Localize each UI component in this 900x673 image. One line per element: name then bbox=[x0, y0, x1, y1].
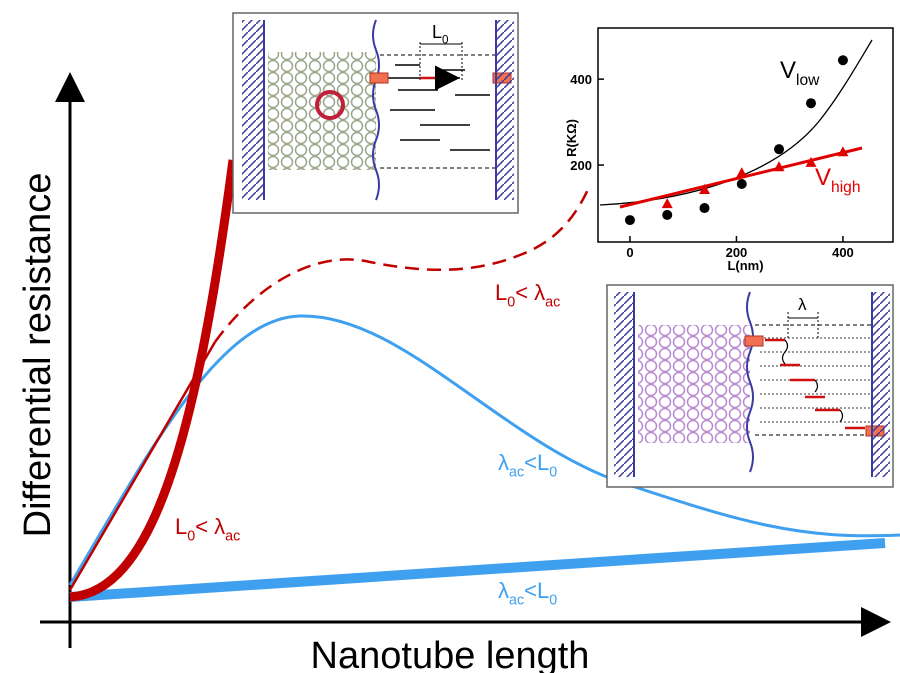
curve-red bbox=[68, 341, 217, 591]
curve-blue bbox=[68, 314, 900, 586]
text-part: L bbox=[432, 22, 442, 42]
point bbox=[805, 156, 817, 167]
subscript: 0 bbox=[549, 465, 557, 481]
curve-red-dashed bbox=[213, 184, 592, 343]
x-tick-label: 200 bbox=[726, 245, 748, 260]
subscript: high bbox=[831, 179, 860, 196]
inset-nanotube-phonon: λ bbox=[606, 284, 894, 488]
subscript: ac bbox=[509, 465, 524, 481]
curve-label: L0< λac bbox=[175, 514, 240, 545]
curve-blue-thick bbox=[69, 538, 886, 602]
curve-red-thick bbox=[69, 159, 238, 602]
x-tick-label: 0 bbox=[626, 245, 633, 260]
text-part: < λ bbox=[195, 514, 225, 539]
curve-label: λac<L0 bbox=[498, 450, 557, 481]
point bbox=[837, 55, 848, 66]
point bbox=[624, 215, 635, 226]
text-part: λ bbox=[498, 578, 509, 603]
text-part: λ bbox=[498, 450, 509, 475]
inset-nanotube-defect: L0 bbox=[232, 12, 519, 214]
point bbox=[774, 144, 785, 155]
subscript: 0 bbox=[187, 529, 195, 545]
inset-label: L0 bbox=[432, 22, 449, 46]
x-tick-label: 400 bbox=[832, 245, 854, 260]
subscript: 0 bbox=[442, 33, 449, 46]
subscript: ac bbox=[545, 295, 560, 311]
inset-chart-frame bbox=[597, 27, 894, 243]
text-part: L bbox=[175, 514, 187, 539]
y-tick-label: 400 bbox=[570, 72, 592, 87]
text-part: < λ bbox=[515, 280, 545, 305]
point bbox=[736, 178, 747, 189]
point bbox=[698, 184, 710, 195]
text-part: V bbox=[780, 57, 796, 84]
inset-label: λ bbox=[798, 295, 807, 314]
y-axis-title: Differential resistance bbox=[17, 173, 59, 538]
subscript: low bbox=[796, 72, 820, 89]
text-part: <L bbox=[524, 578, 549, 603]
y-axis-title: R(KΩ) bbox=[564, 119, 579, 157]
text-part: <L bbox=[524, 450, 549, 475]
text-part: V bbox=[815, 164, 831, 191]
y-tick-label: 200 bbox=[570, 158, 592, 173]
point bbox=[773, 161, 785, 172]
curve-label: L0< λac bbox=[495, 280, 560, 311]
fit-low bbox=[599, 39, 873, 206]
fit-high bbox=[619, 146, 863, 209]
point bbox=[662, 209, 673, 220]
curve-label: λac<L0 bbox=[498, 578, 557, 609]
legend-label: Vlow bbox=[780, 57, 820, 89]
x-axis-title: L(nm) bbox=[727, 258, 763, 273]
subscript: ac bbox=[509, 593, 524, 609]
point bbox=[661, 198, 673, 209]
point bbox=[699, 203, 710, 214]
point bbox=[736, 167, 748, 178]
point bbox=[837, 146, 849, 157]
subscript: 0 bbox=[507, 295, 515, 311]
subscript: 0 bbox=[549, 593, 557, 609]
text-part: L bbox=[495, 280, 507, 305]
legend-label: Vhigh bbox=[815, 164, 861, 196]
x-axis-title: Nanotube length bbox=[311, 635, 590, 673]
point bbox=[805, 98, 816, 109]
subscript: ac bbox=[225, 529, 240, 545]
